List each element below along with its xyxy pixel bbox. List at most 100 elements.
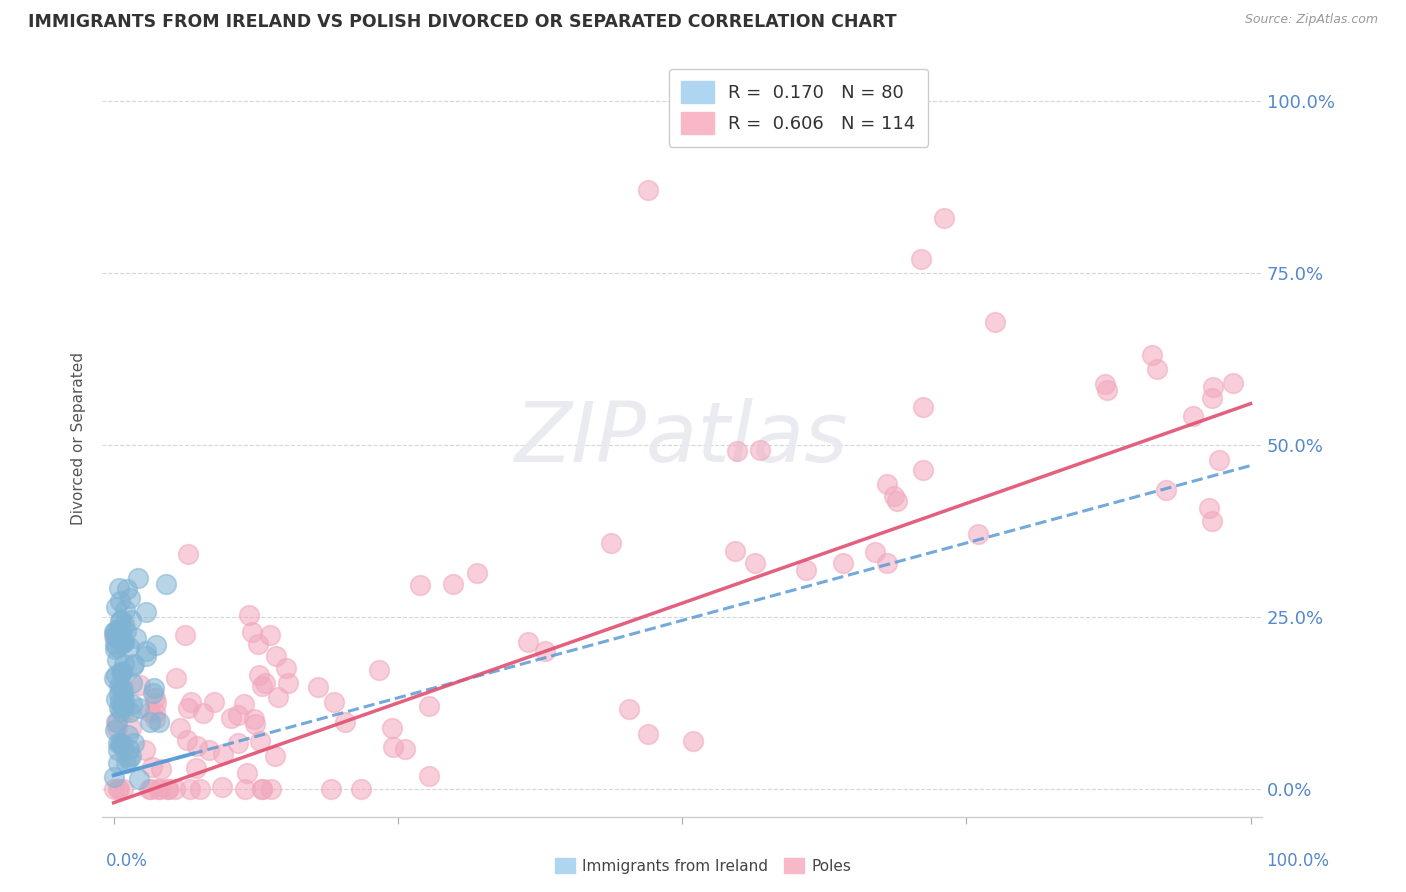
Text: Source: ZipAtlas.com: Source: ZipAtlas.com: [1244, 13, 1378, 27]
Point: [111, 635, 134, 649]
Point: [105, 715, 128, 730]
Point: [724, 543, 747, 558]
Point: [120, 705, 142, 719]
Point: [323, 696, 346, 710]
Point: [142, 686, 165, 700]
Point: [110, 665, 132, 680]
Text: IMMIGRANTS FROM IRELAND VS POLISH DIVORCED OR SEPARATED CORRELATION CHART: IMMIGRANTS FROM IRELAND VS POLISH DIVORC…: [28, 13, 897, 31]
Point: [910, 252, 932, 267]
Point: [1181, 409, 1204, 423]
Point: [1094, 376, 1116, 391]
Point: [105, 653, 128, 667]
Point: [122, 736, 145, 750]
Point: [115, 756, 138, 770]
Point: [139, 715, 162, 730]
Point: [148, 782, 170, 797]
Point: [155, 577, 177, 591]
Point: [145, 638, 167, 652]
Point: [111, 665, 134, 679]
Point: [350, 782, 373, 797]
Point: [749, 442, 772, 457]
Point: [394, 741, 416, 756]
Point: [912, 400, 935, 414]
Point: [832, 556, 855, 570]
Point: [967, 527, 990, 541]
Point: [103, 642, 125, 657]
Point: [259, 628, 281, 642]
Point: [1095, 383, 1118, 397]
Point: [108, 736, 131, 750]
Point: [250, 679, 273, 693]
Point: [145, 696, 167, 710]
Point: [107, 679, 129, 693]
Point: [863, 545, 886, 559]
Text: 0.0%: 0.0%: [105, 852, 148, 870]
Y-axis label: Divorced or Separated: Divorced or Separated: [72, 351, 86, 524]
Point: [186, 761, 208, 775]
Point: [876, 477, 898, 491]
Point: [111, 665, 134, 679]
Point: [103, 624, 125, 639]
Point: [260, 782, 283, 797]
Point: [141, 760, 163, 774]
Point: [107, 756, 129, 770]
Point: [107, 701, 129, 715]
Point: [105, 721, 128, 735]
Point: [883, 489, 905, 503]
Point: [333, 714, 356, 729]
Point: [127, 571, 149, 585]
Point: [1140, 348, 1163, 362]
Point: [177, 547, 200, 561]
Point: [112, 740, 135, 755]
Point: [794, 563, 817, 577]
Point: [112, 636, 135, 650]
Point: [599, 535, 621, 549]
Point: [104, 637, 127, 651]
Point: [103, 770, 125, 784]
Point: [125, 631, 148, 645]
Point: [118, 640, 141, 654]
Point: [110, 737, 132, 751]
Point: [104, 629, 127, 643]
Point: [111, 690, 134, 704]
Point: [226, 707, 249, 722]
Point: [932, 211, 955, 225]
Point: [118, 752, 141, 766]
Point: [110, 704, 132, 718]
Point: [319, 782, 342, 797]
Point: [104, 624, 127, 639]
Point: [380, 721, 402, 735]
Point: [264, 749, 287, 764]
Point: [156, 782, 179, 797]
Point: [112, 700, 135, 714]
Point: [180, 695, 202, 709]
Point: [1208, 453, 1230, 467]
Point: [266, 649, 288, 664]
Point: [108, 581, 131, 595]
Point: [118, 591, 141, 605]
Point: [984, 315, 1007, 329]
Point: [121, 721, 143, 735]
Point: [111, 699, 134, 714]
Point: [107, 743, 129, 757]
Point: [193, 706, 215, 720]
Point: [138, 782, 160, 797]
Point: [103, 629, 125, 643]
Point: [169, 721, 191, 735]
Point: [212, 747, 235, 762]
Point: [211, 780, 233, 794]
Point: [112, 657, 135, 671]
Point: [134, 743, 156, 757]
Point: [249, 734, 271, 748]
Point: [128, 701, 150, 715]
Point: [725, 444, 748, 458]
Point: [418, 698, 440, 713]
Point: [149, 762, 172, 776]
Point: [173, 628, 195, 642]
Point: [163, 782, 186, 797]
Point: [117, 582, 139, 597]
Point: [120, 749, 142, 764]
Point: [267, 690, 290, 704]
Point: [108, 634, 131, 648]
Text: ZIPatlas: ZIPatlas: [515, 398, 849, 479]
